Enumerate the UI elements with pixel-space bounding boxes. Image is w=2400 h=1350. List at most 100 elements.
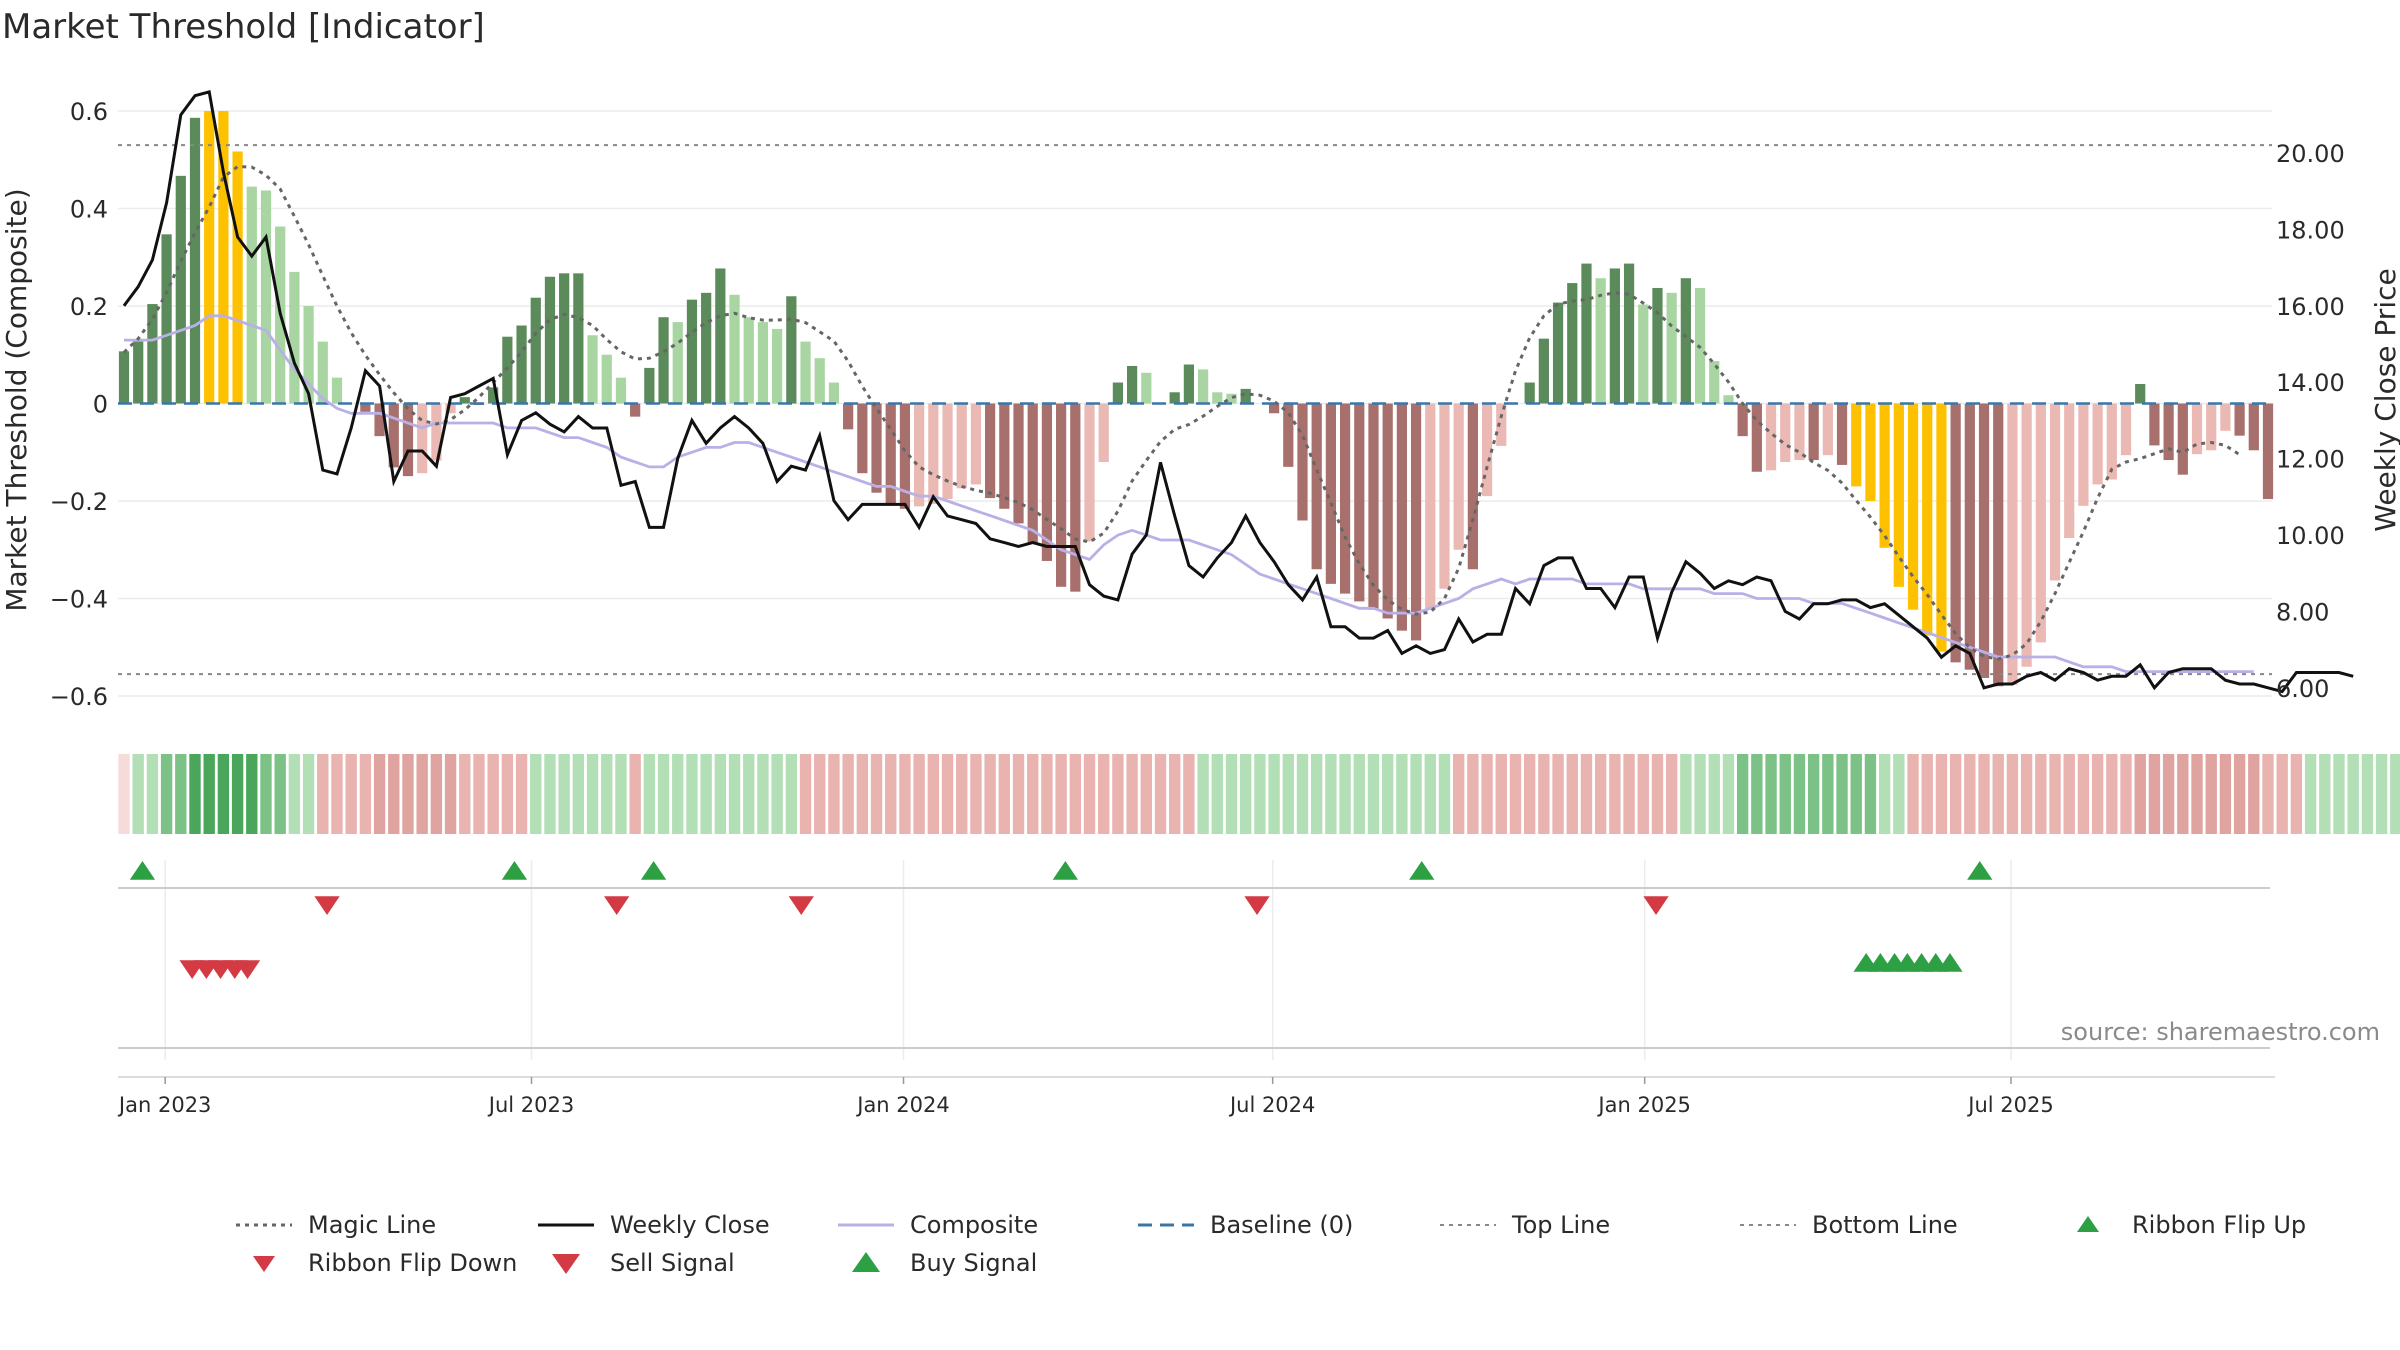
histogram-bar	[1126, 365, 1138, 404]
histogram-bar	[928, 403, 939, 504]
ribbon-segment	[771, 754, 783, 834]
legend-item-bottom: Bottom Line	[1740, 1211, 1958, 1239]
ribbon-segment	[870, 754, 883, 834]
histogram-bar	[218, 111, 229, 404]
histogram-bar	[1666, 292, 1677, 404]
ribbon-segment	[274, 754, 286, 834]
histogram-bar	[1311, 403, 1322, 570]
histogram-bar	[899, 403, 911, 509]
histogram-bar	[857, 403, 868, 474]
ribbon-segment	[856, 754, 869, 834]
histogram-bar	[1410, 403, 1422, 641]
ribbon-segment	[2262, 754, 2274, 834]
histogram-bar	[530, 297, 541, 404]
histogram-bar	[488, 387, 499, 404]
histogram-bar	[1936, 403, 1947, 652]
histogram-bar	[1268, 403, 1280, 414]
ribbon-segment	[175, 754, 187, 834]
ribbon-segment	[1112, 754, 1124, 834]
histogram-bar	[2120, 403, 2132, 456]
histogram-bar	[1141, 372, 1152, 404]
legend-item-flip_up: Ribbon Flip Up	[2077, 1211, 2306, 1239]
y2-tick-label: 12.00	[2276, 446, 2345, 474]
ribbon-segment	[217, 754, 230, 834]
legend-label: Sell Signal	[610, 1249, 735, 1277]
ribbon-segment	[1935, 754, 1948, 834]
ribbon-segment	[530, 754, 542, 834]
ribbon-segment	[1069, 754, 1081, 834]
histogram-bar	[2078, 403, 2089, 506]
ribbon-segment	[189, 754, 201, 834]
histogram-bar	[1368, 403, 1379, 610]
ribbon-segment	[544, 754, 556, 834]
histogram-bar	[246, 186, 257, 404]
ribbon-segment	[927, 754, 940, 834]
y2-tick-label: 10.00	[2276, 522, 2345, 550]
ribbon-flip-up-marker	[1967, 861, 1993, 880]
ribbon-segment	[1751, 754, 1763, 834]
histogram-bar	[786, 296, 797, 404]
histogram-bar	[1013, 403, 1024, 524]
ribbon-segment	[1680, 754, 1692, 834]
ribbon-segment	[1055, 754, 1067, 834]
histogram-bar	[1623, 263, 1635, 404]
histogram-bar	[303, 306, 314, 404]
histogram-bar	[2234, 403, 2245, 436]
histogram-bar	[1297, 403, 1308, 521]
ribbon-segment	[473, 754, 485, 834]
ribbon-segment	[2035, 754, 2047, 834]
ribbon-segment	[1637, 754, 1649, 834]
ribbon-segment	[1836, 754, 1848, 834]
ribbon-segment	[160, 754, 173, 834]
histogram-bar	[1339, 403, 1351, 594]
histogram-bar	[1709, 361, 1720, 404]
histogram-bar	[2248, 403, 2259, 451]
x-axis-ticks: Jan 2023 Jul 2023 Jan 2024 Jul 2024 Jan 2025…	[117, 1077, 2054, 1117]
ribbon-segment	[1339, 754, 1351, 834]
ribbon-segment	[1041, 754, 1053, 834]
ribbon-flip-up-marker	[501, 861, 528, 880]
histogram-bar	[1098, 403, 1109, 462]
y-tick-label: 0.4	[70, 196, 108, 224]
histogram-bar	[1283, 403, 1294, 467]
histogram-bar	[828, 382, 840, 404]
histogram-bar	[147, 304, 158, 404]
histogram-bar	[1794, 403, 1805, 461]
histogram-bar	[1325, 403, 1336, 584]
histogram-bar	[1169, 392, 1180, 404]
legend-label: Magic Line	[308, 1211, 436, 1239]
histogram-bar	[388, 403, 399, 468]
histogram-bar	[1765, 403, 1777, 471]
ribbon-segment	[203, 754, 215, 834]
ribbon-segment	[1424, 754, 1436, 834]
histogram-bar	[772, 328, 783, 404]
histogram-bar	[800, 341, 811, 404]
ribbon-segment	[2333, 754, 2345, 834]
ribbon-segment	[2205, 754, 2217, 834]
ribbon-segment	[444, 754, 457, 834]
ribbon-segment	[1594, 754, 1607, 834]
histogram-bar	[615, 377, 627, 404]
ribbon-segment	[814, 754, 826, 834]
signal-markers	[129, 861, 1993, 979]
ribbon-segment	[1793, 754, 1806, 834]
ribbon-segment	[416, 754, 428, 834]
histogram-bar	[331, 377, 343, 404]
histogram-bar	[417, 403, 428, 474]
histogram-bar	[2021, 403, 2032, 667]
trend-ribbon	[118, 754, 2400, 834]
histogram-bar	[630, 403, 641, 417]
x-tick-label: Jan 2024	[855, 1093, 950, 1117]
y-tick-label: −0.2	[50, 488, 108, 516]
histogram-bar	[1964, 403, 1975, 670]
legend-item-sell: Sell Signal	[552, 1249, 735, 1277]
ribbon-segment	[1978, 754, 1990, 834]
y2-tick-label: 20.00	[2276, 140, 2345, 168]
ribbon-segment	[572, 754, 585, 834]
histogram-bar	[914, 403, 925, 507]
ribbon-segment	[828, 754, 840, 834]
histogram-bar	[1638, 304, 1649, 404]
ribbon-segment	[1126, 754, 1138, 834]
ribbon-segment	[345, 754, 357, 834]
